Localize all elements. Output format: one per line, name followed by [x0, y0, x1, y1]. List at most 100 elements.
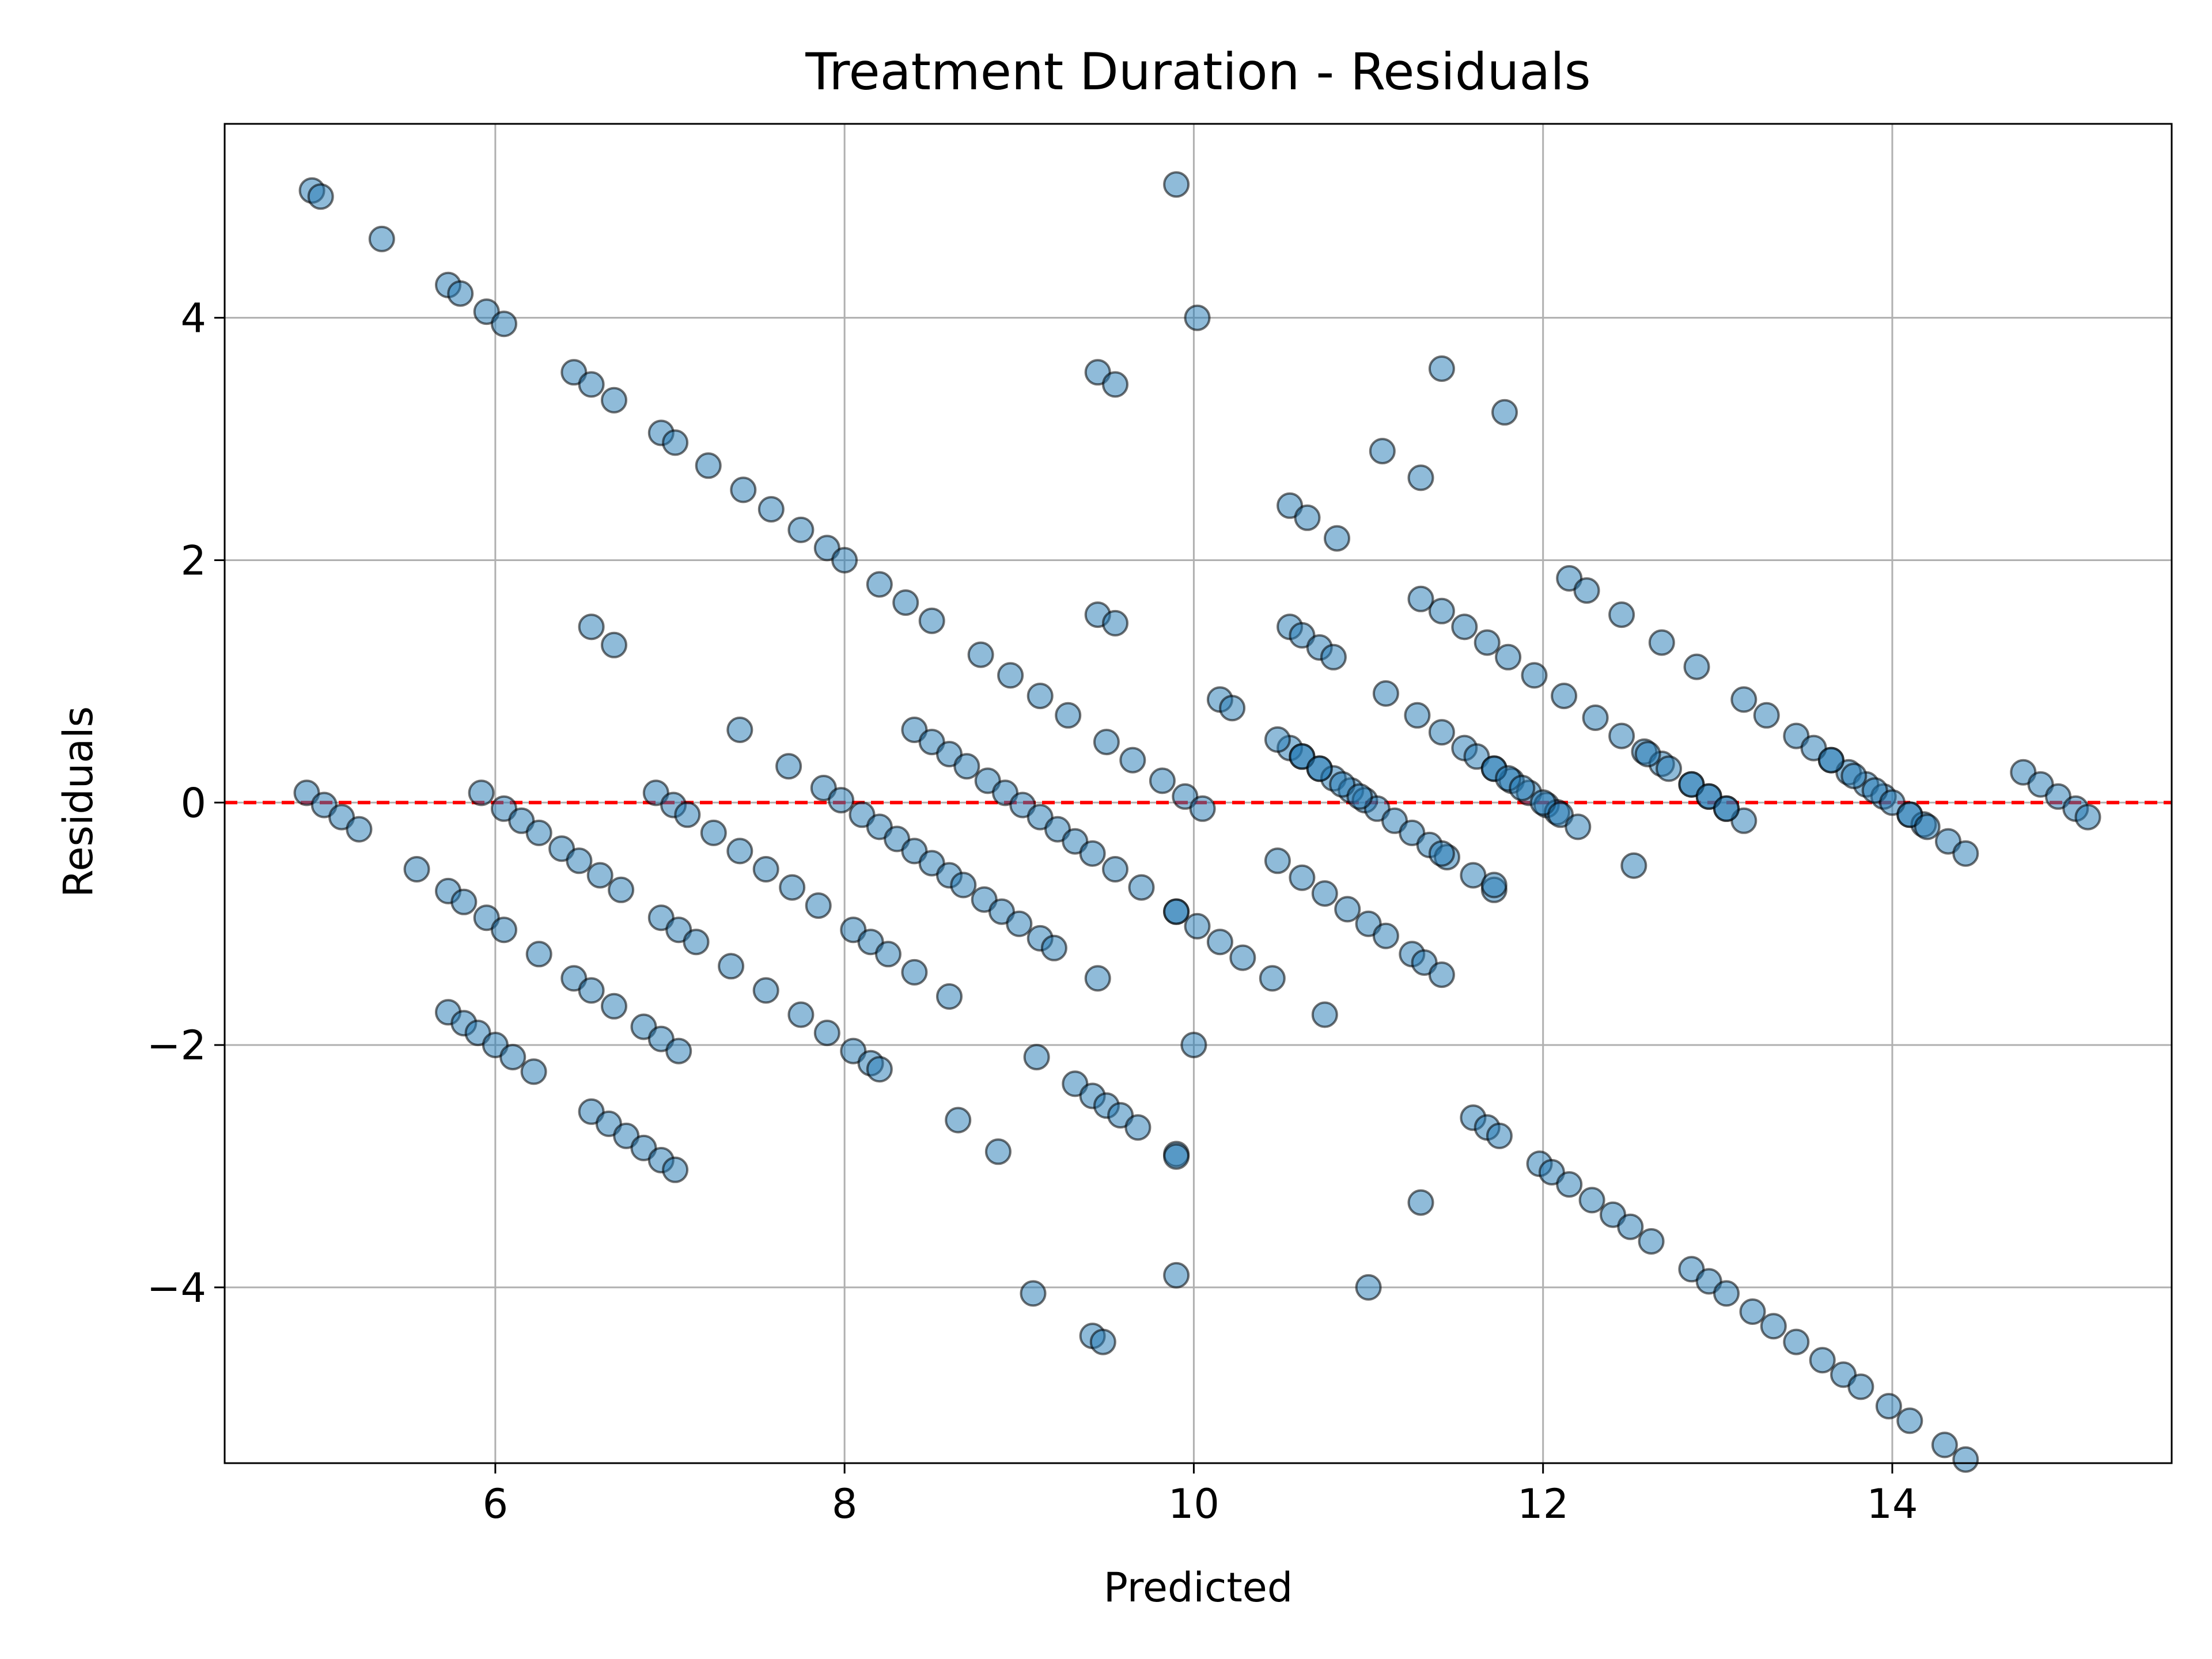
scatter-point — [945, 1107, 972, 1134]
scatter-point — [578, 977, 605, 1004]
y-tick-label: 0 — [180, 779, 206, 827]
scatter-point — [1428, 719, 1455, 746]
x-tick-label: 6 — [483, 1480, 509, 1528]
y-tick-label: 2 — [180, 537, 206, 584]
plot-area-frame — [224, 123, 2173, 1464]
scatter-point — [1551, 683, 1578, 710]
scatter-point — [1474, 629, 1501, 656]
scatter-point — [726, 838, 753, 865]
scatter-point — [683, 929, 710, 956]
x-tick-label: 12 — [1517, 1480, 1569, 1528]
scatter-point — [1617, 1213, 1644, 1240]
scatter-point — [1620, 852, 1647, 879]
scatter-point — [757, 496, 785, 523]
scatter-point — [1760, 1313, 1787, 1340]
scatter-point — [1163, 1143, 1190, 1170]
scatter-point — [1006, 910, 1033, 937]
scatter-point — [1875, 1393, 1902, 1420]
scatter-point — [1573, 577, 1600, 604]
scatter-point — [984, 1138, 1012, 1165]
scatter-point — [718, 953, 745, 980]
x-tick-label: 10 — [1168, 1480, 1219, 1528]
scatter-point — [665, 1037, 692, 1065]
scatter-point — [662, 1156, 689, 1183]
scatter-point — [1184, 912, 1211, 940]
scatter-point — [730, 476, 757, 503]
scatter-point — [1638, 1228, 1665, 1255]
scatter-point — [1055, 702, 1082, 729]
scatter-point — [1480, 872, 1508, 899]
scatter-point — [1294, 504, 1321, 531]
scatter-point — [1163, 1262, 1190, 1289]
scatter-point — [499, 1044, 527, 1071]
scatter-point — [1163, 898, 1190, 925]
scatter-point — [1407, 585, 1434, 612]
x-axis-ticks: 6 8 10 12 14 — [483, 1463, 1918, 1528]
scatter-point — [918, 607, 945, 634]
scatter-point — [1952, 840, 1979, 867]
scatter-point — [1306, 755, 1333, 782]
scatter-point — [1847, 1373, 1874, 1400]
scatter-point — [1931, 1431, 1958, 1459]
x-tick-label: 14 — [1866, 1480, 1918, 1528]
scatter-point — [1713, 795, 1740, 822]
scatter-point — [447, 280, 474, 307]
scatter-point — [491, 310, 517, 338]
scatter-point — [1582, 704, 1609, 731]
scatter-point — [1817, 747, 1844, 774]
scatter-point — [828, 787, 855, 814]
scatter-point — [1952, 1446, 1979, 1473]
scatter-point — [1180, 1032, 1207, 1059]
scatter-point — [1608, 722, 1635, 749]
scatter-point — [1428, 840, 1455, 867]
scatter-point — [520, 1058, 547, 1085]
scatter-point — [601, 631, 627, 658]
chart-title: Treatment Duration - Residuals — [805, 42, 1590, 101]
scatter-point — [967, 641, 994, 668]
scatter-point — [892, 589, 919, 616]
scatter-point — [1491, 399, 1518, 426]
scatter-point — [566, 847, 593, 874]
scatter-point — [1713, 1280, 1740, 1307]
scatter-point — [1119, 747, 1146, 774]
scatter-point — [662, 429, 689, 456]
scatter-point — [1556, 1171, 1583, 1198]
scatter-point — [1093, 729, 1120, 756]
scatter-point — [1407, 464, 1434, 491]
scatter-point — [726, 717, 753, 743]
scatter-point — [450, 888, 478, 915]
scatter-point — [787, 1001, 815, 1028]
scatter-point — [813, 1020, 840, 1047]
scatter-point — [1428, 597, 1455, 624]
y-axis-ticks: −4 −2 0 2 4 — [147, 295, 225, 1312]
scatter-point — [1128, 874, 1155, 901]
scatter-point — [1264, 847, 1291, 874]
scatter-point — [1428, 961, 1455, 988]
scatter-point — [1346, 783, 1373, 810]
scatter-point — [1163, 171, 1190, 198]
scatter-point — [1783, 1328, 1810, 1355]
scatter-point — [1565, 813, 1592, 840]
scatter-point — [831, 547, 858, 574]
scatter-point — [1102, 609, 1128, 637]
data-points — [293, 171, 2101, 1473]
y-tick-label: −2 — [147, 1022, 206, 1069]
scatter-point — [1372, 922, 1399, 949]
scatter-point — [1914, 813, 1941, 840]
scatter-point — [674, 801, 701, 828]
scatter-point — [1451, 613, 1478, 641]
scatter-point — [1320, 643, 1347, 671]
scatter-point — [1219, 695, 1246, 722]
scatter-point — [1084, 965, 1111, 992]
scatter-point — [1102, 856, 1128, 882]
scatter-point — [1372, 680, 1399, 707]
scatter-point — [1324, 525, 1350, 552]
scatter-point — [700, 819, 727, 846]
scatter-point — [578, 613, 605, 641]
scatter-point — [1739, 1298, 1766, 1325]
scatter-point — [1229, 944, 1256, 971]
scatter-point — [1840, 763, 1868, 789]
scatter-point — [368, 225, 395, 252]
scatter-point — [1020, 1280, 1047, 1307]
scatter-point — [950, 872, 977, 899]
